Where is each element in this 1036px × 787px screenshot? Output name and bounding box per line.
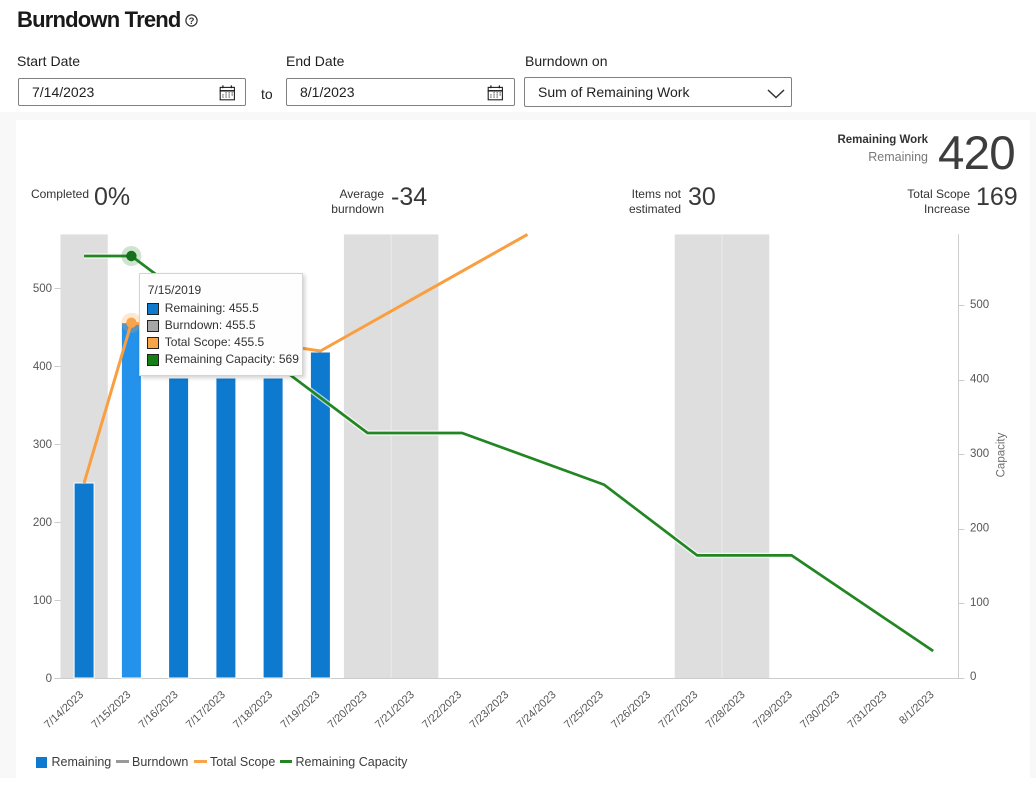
svg-text:100: 100 — [970, 597, 989, 609]
svg-text:500: 500 — [970, 299, 989, 311]
svg-text:7/14/2023: 7/14/2023 — [42, 689, 86, 731]
svg-text:400: 400 — [33, 361, 52, 373]
svg-text:0: 0 — [46, 673, 52, 685]
svg-text:400: 400 — [970, 374, 989, 386]
svg-text:7/31/2023: 7/31/2023 — [845, 689, 889, 731]
svg-text:7/20/2023: 7/20/2023 — [326, 689, 370, 731]
svg-text:7/17/2023: 7/17/2023 — [184, 689, 228, 731]
svg-text:7/25/2023: 7/25/2023 — [562, 689, 606, 731]
svg-text:Capacity: Capacity — [996, 432, 1008, 477]
svg-text:7/27/2023: 7/27/2023 — [656, 689, 700, 731]
svg-text:100: 100 — [33, 595, 52, 607]
svg-text:200: 200 — [970, 523, 989, 535]
svg-text:7/22/2023: 7/22/2023 — [420, 689, 464, 731]
svg-text:7/26/2023: 7/26/2023 — [609, 689, 653, 731]
svg-text:300: 300 — [33, 439, 52, 451]
svg-text:7/28/2023: 7/28/2023 — [704, 689, 748, 731]
svg-text:7/16/2023: 7/16/2023 — [137, 689, 181, 731]
svg-text:7/18/2023: 7/18/2023 — [231, 689, 275, 731]
svg-text:7/15/2023: 7/15/2023 — [89, 689, 133, 731]
svg-text:7/21/2023: 7/21/2023 — [373, 689, 417, 731]
svg-text:7/30/2023: 7/30/2023 — [798, 689, 842, 731]
svg-text:7/24/2023: 7/24/2023 — [515, 689, 559, 731]
svg-text:?: ? — [189, 16, 195, 27]
svg-text:200: 200 — [33, 517, 52, 529]
svg-text:0: 0 — [970, 671, 976, 683]
svg-text:300: 300 — [970, 448, 989, 460]
svg-text:500: 500 — [33, 283, 52, 295]
svg-text:7/29/2023: 7/29/2023 — [751, 689, 795, 731]
svg-text:8/1/2023: 8/1/2023 — [897, 689, 937, 727]
svg-text:7/19/2023: 7/19/2023 — [278, 689, 322, 731]
svg-text:7/23/2023: 7/23/2023 — [467, 689, 511, 731]
